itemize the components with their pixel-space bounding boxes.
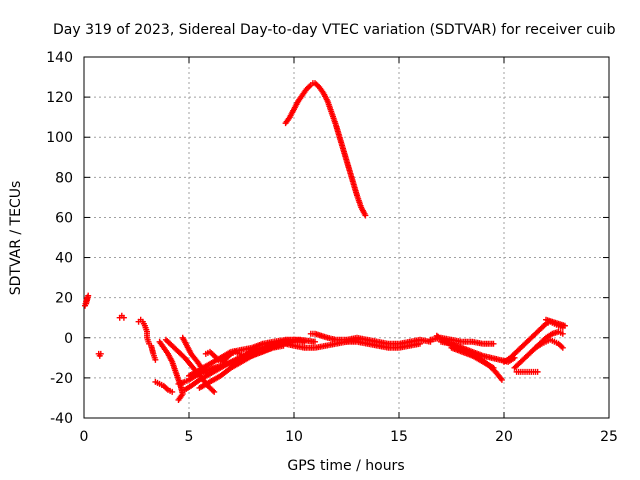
series-arc-27 xyxy=(543,316,568,329)
series-arc-22 xyxy=(448,344,497,371)
y-tick-label: -40 xyxy=(50,411,73,427)
series-arc-13 xyxy=(196,342,287,391)
data-point xyxy=(169,388,176,395)
series-arc-7 xyxy=(156,338,186,403)
x-tick-label: 25 xyxy=(600,429,618,445)
data-point xyxy=(362,212,369,219)
data-point xyxy=(211,388,218,395)
data-point xyxy=(152,356,159,363)
data-point xyxy=(490,340,497,347)
series-arc-6 xyxy=(152,378,176,395)
series-arc-4 xyxy=(135,316,153,347)
series-arc-18 xyxy=(343,338,423,351)
y-tick-label: 120 xyxy=(46,90,73,106)
data-point xyxy=(312,338,318,345)
y-tick-label: -20 xyxy=(50,371,73,387)
data-point-fill xyxy=(209,387,216,394)
y-tick-label: 0 xyxy=(64,331,73,347)
plot-frame xyxy=(83,56,610,419)
data-point xyxy=(175,396,182,403)
series-arc-14 xyxy=(202,346,255,365)
axis-ticks: 0 5 10 15 20 25 -40 -20 0 20 40 60 80 100 120 140 xyxy=(46,50,618,445)
data-point xyxy=(83,300,90,307)
x-tick-label: 10 xyxy=(285,429,303,445)
series-arc-25 xyxy=(513,368,541,375)
y-tick-label: 60 xyxy=(55,210,73,226)
data-point xyxy=(120,314,127,321)
data-point xyxy=(559,344,566,351)
gridlines xyxy=(84,57,609,418)
series-arc-16 xyxy=(282,80,369,219)
data-point xyxy=(559,330,566,337)
y-tick-label: 100 xyxy=(46,130,73,146)
series-arc-2 xyxy=(95,350,104,359)
data-point xyxy=(249,346,255,353)
x-tick-label: 0 xyxy=(80,429,89,445)
y-tick-label: 140 xyxy=(46,50,73,66)
x-tick-label: 5 xyxy=(185,429,194,445)
data-point xyxy=(561,322,568,329)
x-tick-label: 20 xyxy=(495,429,513,445)
y-tick-label: 20 xyxy=(55,291,73,307)
chart-title: Day 319 of 2023, Sidereal Day-to-day VTE… xyxy=(53,22,616,38)
x-axis-label: GPS time / hours xyxy=(287,458,404,474)
data-point xyxy=(534,368,541,375)
data-point xyxy=(490,364,497,371)
y-tick-label: 40 xyxy=(55,251,73,267)
data-point xyxy=(97,350,104,357)
y-tick-label: 80 xyxy=(55,170,73,186)
data-point xyxy=(498,376,505,383)
x-tick-label: 15 xyxy=(390,429,408,445)
data-point xyxy=(417,340,423,347)
series-arc-3 xyxy=(116,312,127,321)
data-points xyxy=(82,80,568,403)
series-arc-5 xyxy=(148,342,159,363)
series-arc-26 xyxy=(532,336,566,351)
y-axis-label: SDTVAR / TECUs xyxy=(8,181,24,296)
series-arc-1 xyxy=(82,292,92,309)
